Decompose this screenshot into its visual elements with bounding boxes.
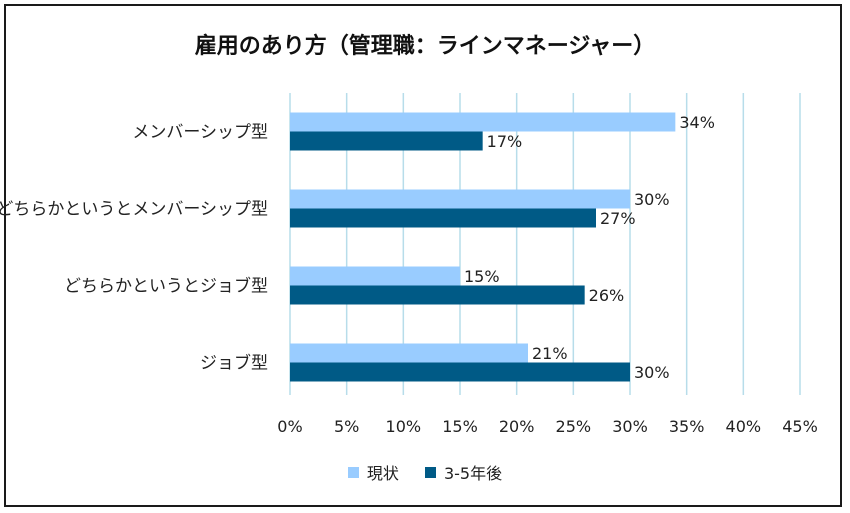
legend-label: 3-5年後: [443, 464, 503, 483]
x-tick-label: 45%: [782, 417, 818, 436]
data-label: 17%: [487, 132, 523, 151]
data-label: 27%: [600, 209, 636, 228]
bar: [290, 112, 676, 132]
data-label: 26%: [589, 286, 625, 305]
bars: [290, 112, 676, 382]
bar: [290, 208, 596, 228]
bar: [290, 266, 460, 286]
data-label: 30%: [634, 190, 670, 209]
legend: 現状 3-5年後: [0, 460, 850, 484]
x-tick-label: 15%: [442, 417, 478, 436]
data-label: 15%: [464, 267, 500, 286]
legend-label: 現状: [366, 464, 399, 483]
legend-item: 3-5年後: [424, 460, 503, 484]
legend-swatch: [347, 466, 359, 478]
chart-frame: [4, 4, 842, 507]
x-tick-label: 30%: [612, 417, 648, 436]
x-tick-label: 5%: [334, 417, 359, 436]
x-tick-label: 20%: [499, 417, 535, 436]
x-tick-label: 25%: [556, 417, 592, 436]
legend-swatch: [424, 466, 436, 478]
category-label: どちらかというとメンバーシップ型: [0, 200, 268, 220]
data-label: 21%: [532, 344, 568, 363]
bar: [290, 343, 528, 363]
bar: [290, 362, 630, 382]
category-label: どちらかというとジョブ型: [64, 276, 268, 297]
labels: 0% 5% 10% 15% 20% 25% 30% 35% 40% 45% メンバーシップ型 34% 1…: [0, 113, 818, 436]
legend-item: 現状: [347, 460, 399, 484]
data-label: 30%: [634, 363, 670, 382]
x-tick-label: 35%: [669, 417, 705, 436]
bar: [290, 285, 585, 305]
data-label: 34%: [679, 113, 715, 132]
chart-title: 雇用のあり方（管理職：ラインマネージャー）: [194, 34, 656, 59]
x-tick-label: 40%: [726, 417, 762, 436]
x-tick-label: 0%: [277, 417, 302, 436]
category-label: ジョブ型: [200, 353, 268, 374]
category-label: メンバーシップ型: [132, 123, 268, 143]
bar: [290, 189, 630, 209]
x-tick-label: 10%: [386, 417, 422, 436]
bar: [290, 131, 483, 151]
